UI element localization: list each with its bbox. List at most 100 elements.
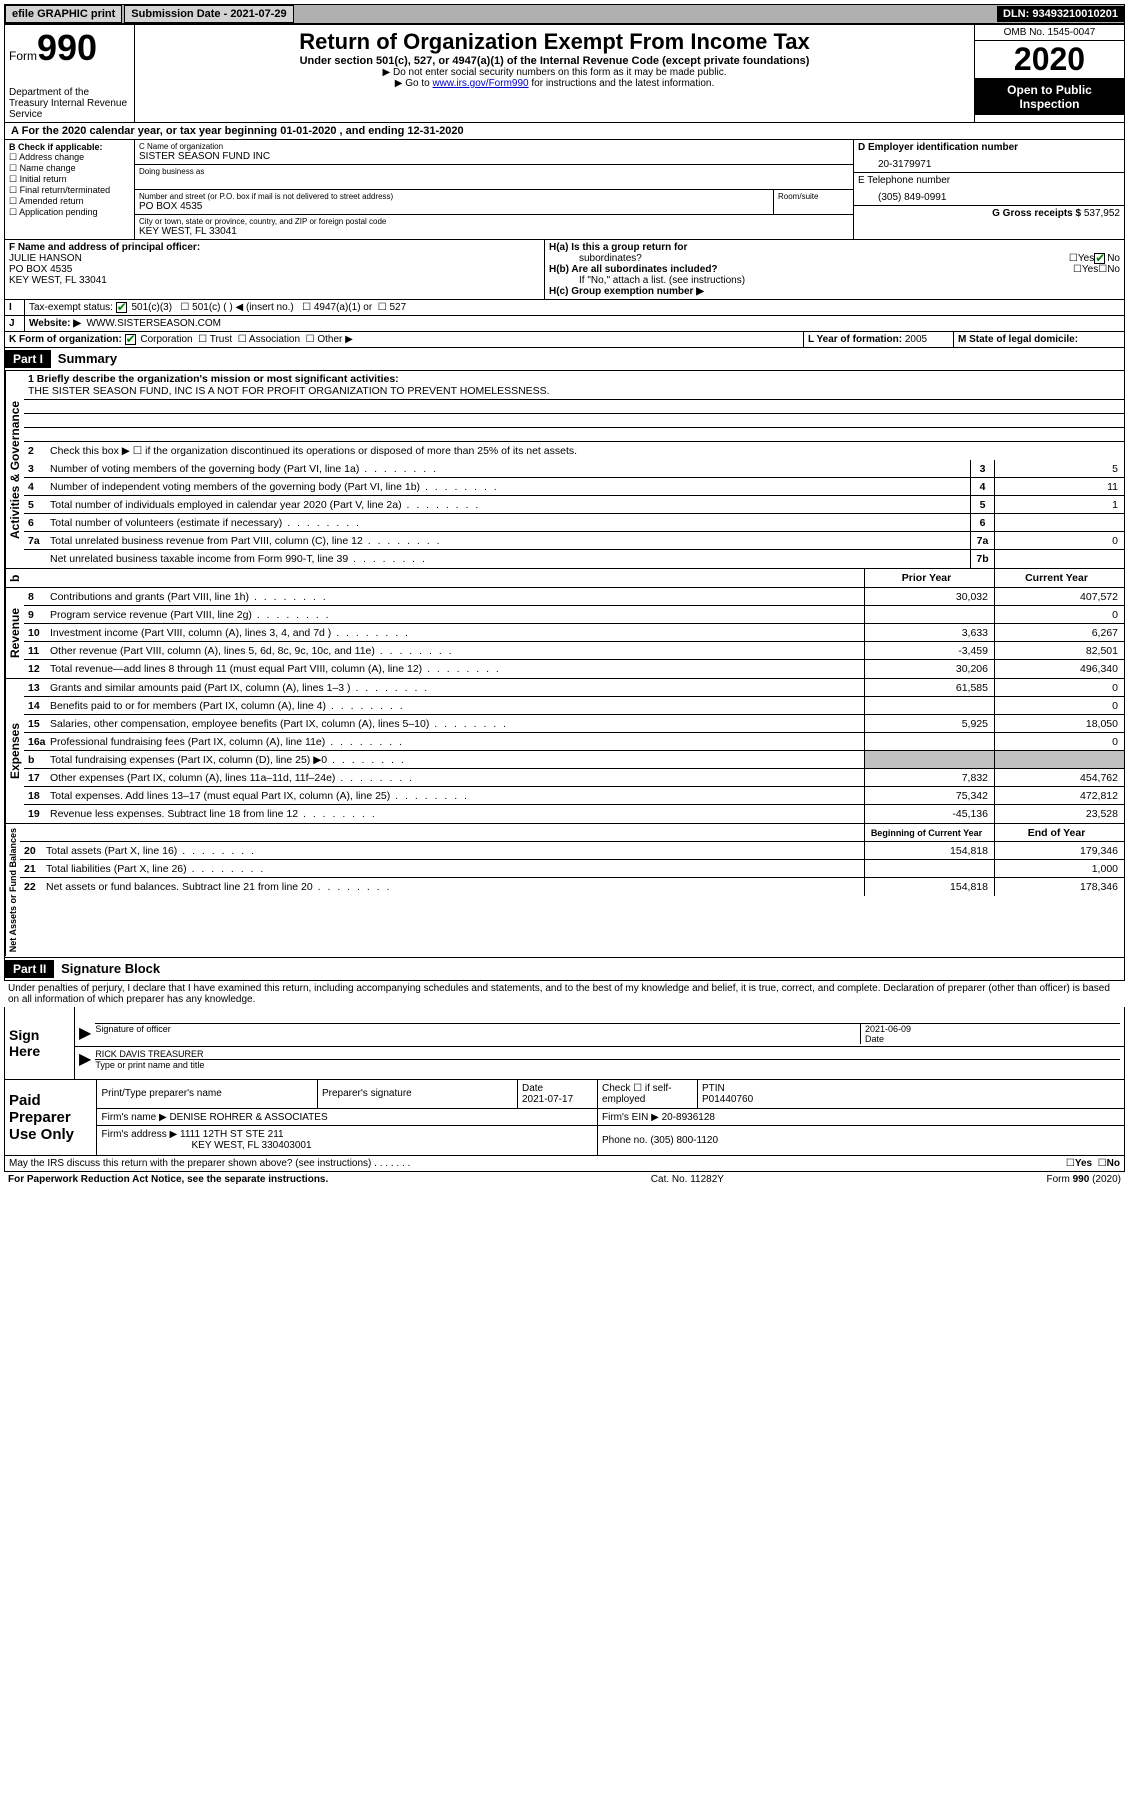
501c3-check[interactable] (116, 302, 127, 313)
city-value: KEY WEST, FL 33041 (139, 226, 386, 237)
b-row-label: b (5, 569, 25, 587)
ha-yes[interactable]: ☐Yes (1069, 253, 1094, 264)
prior-val: -3,459 (864, 642, 994, 659)
line-num: 16a (24, 736, 46, 748)
assoc-check[interactable]: Association (249, 334, 300, 345)
prep-self-employed[interactable]: Check ☐ if self-employed (597, 1080, 697, 1109)
discuss-yes[interactable]: ☐Yes (1066, 1158, 1092, 1169)
line-text: Number of independent voting members of … (46, 480, 970, 494)
line-num: 7a (24, 535, 46, 547)
part2-header: Part II (5, 960, 54, 978)
sign-here-label: Sign Here (5, 1007, 75, 1079)
amended-return-check[interactable]: ☐ Amended return (9, 196, 130, 207)
firm-addr2: KEY WEST, FL 330403001 (101, 1140, 311, 1151)
omb-number: OMB No. 1545-0047 (975, 25, 1124, 41)
discuss-no[interactable]: ☐No (1098, 1158, 1120, 1169)
arrow-icon: ▶ (79, 1023, 91, 1044)
curr-val: 6,267 (994, 624, 1124, 641)
line-num: 20 (20, 845, 42, 857)
prior-val (864, 751, 994, 768)
line-text: Total liabilities (Part X, line 26) (42, 862, 864, 876)
paid-preparer-label: Paid Preparer Use Only (5, 1080, 97, 1155)
curr-val: 178,346 (994, 878, 1124, 896)
ptin-value: P01440760 (702, 1094, 753, 1105)
line-num: 17 (24, 772, 46, 784)
org-name-label: C Name of organization (139, 142, 849, 151)
arrow-icon: ▶ (79, 1049, 91, 1070)
signer-name-label: Type or print name and title (95, 1059, 1120, 1070)
prior-val: 30,206 (864, 660, 994, 678)
hb-no[interactable]: ☐No (1098, 264, 1120, 275)
submission-date-label: Submission Date - 2021-07-29 (124, 5, 293, 23)
org-name: SISTER SEASON FUND INC (139, 151, 849, 162)
prior-val: 154,818 (864, 878, 994, 896)
officer-name: JULIE HANSON (9, 253, 82, 264)
line-2-num: 2 (24, 445, 46, 457)
tax-period: A For the 2020 calendar year, or tax yea… (4, 123, 1125, 140)
curr-val: 18,050 (994, 715, 1124, 732)
dln-label: DLN: 93493210010201 (997, 6, 1124, 22)
top-toolbar: efile GRAPHIC print Submission Date - 20… (4, 4, 1125, 24)
gross-label: G Gross receipts $ (992, 208, 1081, 219)
line-text: Net unrelated business taxable income fr… (46, 552, 970, 566)
line-i: I (5, 300, 25, 315)
line-num: 11 (24, 645, 46, 657)
hb-label: H(b) Are all subordinates included? (549, 264, 718, 275)
dept-label: Department of the Treasury Internal Reve… (9, 87, 130, 120)
501c-check[interactable]: 501(c) ( ) ◀ (insert no.) (192, 302, 294, 313)
prior-val: 7,832 (864, 769, 994, 786)
other-check[interactable]: Other ▶ (317, 334, 352, 345)
form-header: Form990 Department of the Treasury Inter… (4, 24, 1125, 123)
form-word: Form (9, 49, 37, 63)
inspection-badge: Open to Public Inspection (975, 79, 1124, 115)
website-label: Website: ▶ (29, 318, 81, 329)
line-num: b (24, 754, 46, 766)
tax-status-label: Tax-exempt status: (29, 302, 113, 313)
line-val: 11 (994, 478, 1124, 495)
ha-no[interactable]: No (1094, 253, 1120, 264)
prior-val (864, 606, 994, 623)
corp-check[interactable] (125, 334, 136, 345)
penalty-text: Under penalties of perjury, I declare th… (4, 981, 1125, 1007)
part2-title: Signature Block (57, 961, 160, 976)
part1-title: Summary (54, 351, 117, 366)
phone-label: E Telephone number (858, 175, 950, 186)
line-text: Benefits paid to or for members (Part IX… (46, 699, 864, 713)
line-val: 0 (994, 532, 1124, 549)
curr-val: 496,340 (994, 660, 1124, 678)
line-box: 7a (970, 532, 994, 549)
pra-notice: For Paperwork Reduction Act Notice, see … (8, 1174, 328, 1185)
discuss-text: May the IRS discuss this return with the… (9, 1158, 1066, 1169)
line-text: Net assets or fund balances. Subtract li… (42, 880, 864, 894)
prior-val: 3,633 (864, 624, 994, 641)
line-box: 7b (970, 550, 994, 568)
line-text: Total revenue—add lines 8 through 11 (mu… (46, 662, 864, 676)
street-label: Number and street (or P.O. box if mail i… (139, 192, 769, 201)
application-pending-check[interactable]: ☐ Application pending (9, 207, 130, 218)
section-b-title: B Check if applicable: (9, 142, 130, 152)
curr-val: 407,572 (994, 588, 1124, 605)
initial-return-check[interactable]: ☐ Initial return (9, 174, 130, 185)
curr-val: 1,000 (994, 860, 1124, 877)
4947-check[interactable]: 4947(a)(1) or (314, 302, 372, 313)
sig-date-label: Date (865, 1034, 884, 1044)
line-num: 18 (24, 790, 46, 802)
name-change-check[interactable]: ☐ Name change (9, 163, 130, 174)
part1-header: Part I (5, 350, 51, 368)
line-num: 3 (24, 463, 46, 475)
firm-addr-label: Firm's address ▶ (101, 1129, 177, 1140)
527-check[interactable]: 527 (390, 302, 407, 313)
line-text: Professional fundraising fees (Part IX, … (46, 735, 864, 749)
irs-link[interactable]: www.irs.gov/Form990 (432, 78, 528, 89)
efile-print-button[interactable]: efile GRAPHIC print (5, 5, 122, 23)
trust-check[interactable]: Trust (210, 334, 232, 345)
line-2-text: Check this box ▶ ☐ if the organization d… (46, 444, 1124, 458)
street-value: PO BOX 4535 (139, 201, 769, 212)
line-box: 4 (970, 478, 994, 495)
line-num: 22 (20, 881, 42, 893)
address-change-check[interactable]: ☐ Address change (9, 152, 130, 163)
hc-label: H(c) Group exemption number ▶ (549, 286, 704, 297)
hb-yes[interactable]: ☐Yes (1073, 264, 1098, 275)
firm-ein: 20-8936128 (662, 1112, 715, 1123)
final-return-check[interactable]: ☐ Final return/terminated (9, 185, 130, 196)
